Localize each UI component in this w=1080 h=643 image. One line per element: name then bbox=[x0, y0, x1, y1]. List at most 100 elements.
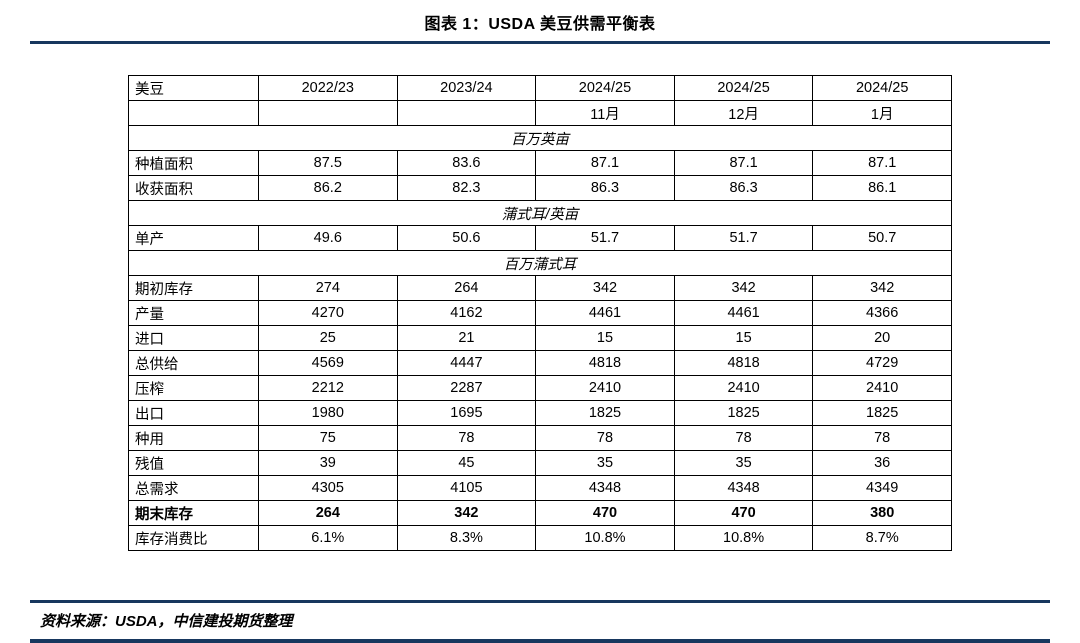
cell-value: 264 bbox=[396, 275, 537, 301]
cell-value: 4349 bbox=[812, 475, 952, 501]
cell-value: 4461 bbox=[673, 300, 814, 326]
cell-value: 50.6 bbox=[396, 225, 537, 251]
cell-value: 4348 bbox=[673, 475, 814, 501]
table-row: 种植面积 87.5 83.6 87.1 87.1 87.1 bbox=[128, 150, 952, 176]
column-header-year: 2023/24 bbox=[396, 75, 537, 101]
row-label: 期末库存 bbox=[128, 500, 259, 526]
cell-value: 274 bbox=[258, 275, 398, 301]
row-label: 期初库存 bbox=[128, 275, 259, 301]
cell-value: 4818 bbox=[673, 350, 814, 376]
cell-value: 4305 bbox=[258, 475, 398, 501]
cell-value: 78 bbox=[396, 425, 537, 451]
footer-divider-bottom bbox=[30, 639, 1050, 643]
row-label: 总需求 bbox=[128, 475, 259, 501]
cell-value: 342 bbox=[673, 275, 814, 301]
cell-value: 2410 bbox=[812, 375, 952, 401]
cell-value: 78 bbox=[812, 425, 952, 451]
row-label: 收获面积 bbox=[128, 175, 259, 201]
table-row: 库存消费比 6.1% 8.3% 10.8% 10.8% 8.7% bbox=[128, 525, 952, 551]
cell-value: 2410 bbox=[535, 375, 675, 401]
title-divider bbox=[30, 41, 1050, 44]
table-row: 单产 49.6 50.6 51.7 51.7 50.7 bbox=[128, 225, 952, 251]
cell-value: 6.1% bbox=[258, 525, 398, 551]
row-label: 总供给 bbox=[128, 350, 259, 376]
cell-value: 78 bbox=[673, 425, 814, 451]
cell-value: 264 bbox=[258, 500, 398, 526]
cell-value: 380 bbox=[812, 500, 952, 526]
row-label: 残值 bbox=[128, 450, 259, 476]
page-footer: 资料来源：USDA，中信建投期货整理 bbox=[0, 600, 1080, 643]
row-label: 产量 bbox=[128, 300, 259, 326]
table-row: 期末库存 264 342 470 470 380 bbox=[128, 500, 952, 526]
cell-value: 36 bbox=[812, 450, 952, 476]
cell-value: 21 bbox=[396, 325, 537, 351]
source-note: 资料来源：USDA，中信建投期货整理 bbox=[40, 613, 293, 630]
table-row: 总需求 4305 4105 4348 4348 4349 bbox=[128, 475, 952, 501]
row-label: 进口 bbox=[128, 325, 259, 351]
unit-section-label: 蒲式耳/英亩 bbox=[128, 200, 952, 226]
cell-value: 75 bbox=[258, 425, 398, 451]
unit-section-label: 百万英亩 bbox=[128, 125, 952, 151]
cell-value: 86.3 bbox=[535, 175, 675, 201]
table-row: 进口 25 21 15 15 20 bbox=[128, 325, 952, 351]
cell-value: 51.7 bbox=[673, 225, 814, 251]
table-row: 期初库存 274 264 342 342 342 bbox=[128, 275, 952, 301]
cell-value: 87.1 bbox=[812, 150, 952, 176]
cell-value: 4366 bbox=[812, 300, 952, 326]
cell-value: 4447 bbox=[396, 350, 537, 376]
cell-value: 470 bbox=[535, 500, 675, 526]
column-subheader bbox=[128, 100, 259, 126]
cell-value: 1980 bbox=[258, 400, 398, 426]
cell-value: 4461 bbox=[535, 300, 675, 326]
column-subheader-month: 12月 bbox=[673, 100, 814, 126]
column-header-year: 2024/25 bbox=[673, 75, 814, 101]
cell-value: 51.7 bbox=[535, 225, 675, 251]
cell-value: 4818 bbox=[535, 350, 675, 376]
cell-value: 15 bbox=[535, 325, 675, 351]
cell-value: 50.7 bbox=[812, 225, 952, 251]
cell-value: 78 bbox=[535, 425, 675, 451]
cell-value: 8.3% bbox=[396, 525, 537, 551]
cell-value: 8.7% bbox=[812, 525, 952, 551]
cell-value: 4162 bbox=[396, 300, 537, 326]
cell-value: 342 bbox=[396, 500, 537, 526]
column-header-year: 2024/25 bbox=[535, 75, 675, 101]
table-row: 出口 1980 1695 1825 1825 1825 bbox=[128, 400, 952, 426]
table-header-row: 美豆 2022/23 2023/24 2024/25 2024/25 2024/… bbox=[128, 75, 952, 101]
cell-value: 25 bbox=[258, 325, 398, 351]
cell-value: 4270 bbox=[258, 300, 398, 326]
column-subheader bbox=[258, 100, 398, 126]
row-label: 单产 bbox=[128, 225, 259, 251]
cell-value: 4348 bbox=[535, 475, 675, 501]
column-header-year: 2024/25 bbox=[812, 75, 952, 101]
cell-value: 35 bbox=[673, 450, 814, 476]
cell-value: 45 bbox=[396, 450, 537, 476]
table-row: 产量 4270 4162 4461 4461 4366 bbox=[128, 300, 952, 326]
cell-value: 2212 bbox=[258, 375, 398, 401]
unit-section-row: 百万蒲式耳 bbox=[128, 250, 952, 276]
cell-value: 2410 bbox=[673, 375, 814, 401]
cell-value: 1825 bbox=[673, 400, 814, 426]
table-row: 残值 39 45 35 35 36 bbox=[128, 450, 952, 476]
table-row: 总供给 4569 4447 4818 4818 4729 bbox=[128, 350, 952, 376]
cell-value: 20 bbox=[812, 325, 952, 351]
column-header-commodity: 美豆 bbox=[128, 75, 259, 101]
unit-section-label: 百万蒲式耳 bbox=[128, 250, 952, 276]
figure-title: 图表 1：USDA 美豆供需平衡表 bbox=[424, 16, 656, 33]
table-row: 收获面积 86.2 82.3 86.3 86.3 86.1 bbox=[128, 175, 952, 201]
unit-section-row: 百万英亩 bbox=[128, 125, 952, 151]
table-row: 压榨 2212 2287 2410 2410 2410 bbox=[128, 375, 952, 401]
cell-value: 4569 bbox=[258, 350, 398, 376]
cell-value: 4729 bbox=[812, 350, 952, 376]
cell-value: 87.1 bbox=[535, 150, 675, 176]
column-subheader-month: 11月 bbox=[535, 100, 675, 126]
cell-value: 1825 bbox=[812, 400, 952, 426]
column-subheader-month: 1月 bbox=[812, 100, 952, 126]
row-label: 库存消费比 bbox=[128, 525, 259, 551]
cell-value: 87.5 bbox=[258, 150, 398, 176]
table-row: 种用 75 78 78 78 78 bbox=[128, 425, 952, 451]
cell-value: 49.6 bbox=[258, 225, 398, 251]
balance-table: 美豆 2022/23 2023/24 2024/25 2024/25 2024/… bbox=[128, 75, 952, 551]
column-header-year: 2022/23 bbox=[258, 75, 398, 101]
cell-value: 10.8% bbox=[673, 525, 814, 551]
